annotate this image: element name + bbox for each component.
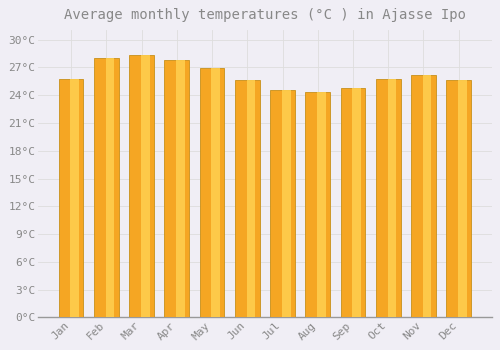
Bar bbox=[306, 92, 330, 317]
Bar bbox=[94, 58, 118, 317]
Bar bbox=[423, 75, 432, 317]
Bar bbox=[458, 79, 466, 317]
Bar bbox=[352, 88, 361, 317]
Bar bbox=[270, 90, 295, 317]
Bar bbox=[141, 55, 150, 317]
Title: Average monthly temperatures (°C ) in Ajasse Ipo: Average monthly temperatures (°C ) in Aj… bbox=[64, 8, 466, 22]
Bar bbox=[129, 55, 154, 317]
Bar bbox=[70, 79, 79, 317]
Bar bbox=[282, 90, 290, 317]
Bar bbox=[164, 60, 189, 317]
Bar bbox=[235, 79, 260, 317]
Bar bbox=[200, 68, 224, 317]
Bar bbox=[106, 58, 114, 317]
Bar bbox=[58, 79, 84, 317]
Bar bbox=[176, 60, 185, 317]
Bar bbox=[317, 92, 326, 317]
Bar bbox=[446, 79, 471, 317]
Bar bbox=[411, 75, 436, 317]
Bar bbox=[340, 88, 365, 317]
Bar bbox=[388, 79, 396, 317]
Bar bbox=[376, 79, 400, 317]
Bar bbox=[246, 79, 256, 317]
Bar bbox=[212, 68, 220, 317]
